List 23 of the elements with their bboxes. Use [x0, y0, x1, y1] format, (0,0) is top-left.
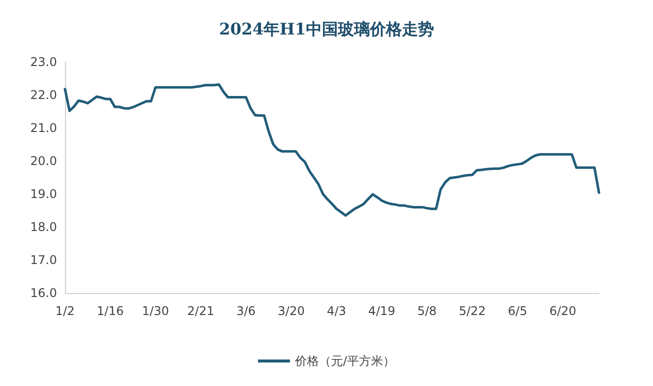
- x-tick-label: 4/19: [368, 304, 396, 318]
- x-tick-label: 1/16: [96, 304, 124, 318]
- y-tick-label: 18.0: [30, 220, 57, 234]
- x-tick-label: 1/2: [55, 304, 75, 318]
- y-tick-label: 23.0: [30, 55, 57, 69]
- y-tick-label: 21.0: [30, 121, 57, 135]
- x-tick-label: 5/22: [458, 304, 486, 318]
- x-tick-label: 3/6: [236, 304, 256, 318]
- x-tick-label: 6/20: [549, 304, 576, 318]
- line-series: [64, 83, 600, 217]
- x-tick-label: 5/8: [417, 304, 437, 318]
- x-tick-label: 1/30: [142, 304, 169, 318]
- y-tick-label: 16.0: [30, 286, 57, 300]
- x-tick-label: 6/5: [508, 304, 528, 318]
- y-tick-label: 17.0: [30, 253, 57, 267]
- chart-title: 2024年H1中国玻璃价格走势: [219, 20, 434, 38]
- x-tick-label: 3/20: [278, 304, 305, 318]
- legend-label: 价格（元/平方米）: [294, 354, 396, 368]
- x-tick-label: 2/21: [187, 304, 214, 318]
- x-tick-label: 4/3: [326, 304, 346, 318]
- y-tick-label: 22.0: [30, 88, 57, 102]
- y-tick-label: 19.0: [30, 187, 57, 201]
- y-tick-label: 20.0: [30, 154, 57, 168]
